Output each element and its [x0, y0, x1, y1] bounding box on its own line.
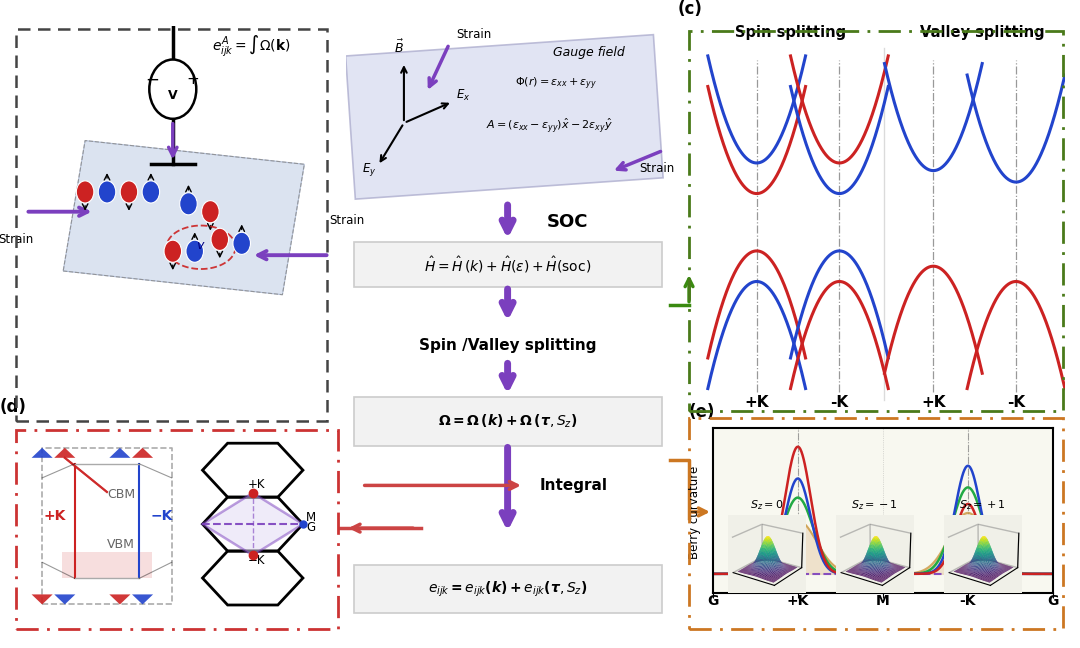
- Text: G: G: [707, 594, 718, 608]
- Text: $A = (\varepsilon_{xx}-\varepsilon_{yy})\hat{x} - 2\varepsilon_{xy}\hat{y}$: $A = (\varepsilon_{xx}-\varepsilon_{yy})…: [486, 116, 613, 135]
- Polygon shape: [54, 448, 76, 457]
- Text: $e^{A}_{ijk}= \int \Omega(\mathbf{k})$: $e^{A}_{ijk}= \int \Omega(\mathbf{k})$: [212, 33, 291, 58]
- Circle shape: [120, 181, 138, 203]
- Text: $E_x$: $E_x$: [456, 87, 470, 103]
- Text: M: M: [876, 594, 890, 608]
- Circle shape: [98, 181, 116, 203]
- Text: Integral: Integral: [540, 478, 608, 493]
- Text: Strain: Strain: [639, 162, 674, 175]
- Polygon shape: [54, 594, 76, 605]
- Text: Strain: Strain: [0, 233, 33, 246]
- Text: Gauge field: Gauge field: [553, 46, 624, 59]
- Text: −: −: [146, 70, 160, 88]
- Text: +K: +K: [786, 594, 809, 608]
- Text: -K: -K: [831, 395, 849, 410]
- Text: V: V: [168, 89, 177, 102]
- Text: Spin /Valley splitting: Spin /Valley splitting: [419, 338, 596, 353]
- Text: −K: −K: [247, 554, 266, 567]
- Text: Spin splitting: Spin splitting: [735, 25, 846, 40]
- Text: (c): (c): [678, 0, 703, 18]
- Text: VBM: VBM: [107, 538, 135, 551]
- Circle shape: [149, 60, 197, 119]
- FancyBboxPatch shape: [354, 242, 661, 288]
- Text: −K: −K: [151, 509, 173, 523]
- Circle shape: [211, 228, 229, 250]
- Text: v: v: [145, 184, 152, 197]
- FancyBboxPatch shape: [354, 564, 661, 613]
- Text: $\Phi(r) = \varepsilon_{xx} + \varepsilon_{yy}$: $\Phi(r) = \varepsilon_{xx} + \varepsilo…: [515, 76, 597, 92]
- Polygon shape: [109, 594, 131, 605]
- Polygon shape: [62, 552, 152, 579]
- Text: $E_y$: $E_y$: [362, 161, 376, 178]
- Text: Strain: Strain: [329, 214, 365, 227]
- Text: $S_z=-1$: $S_z=-1$: [851, 498, 899, 512]
- Text: SOC: SOC: [546, 213, 588, 231]
- Text: G: G: [307, 521, 315, 534]
- Text: -K: -K: [1007, 395, 1025, 410]
- Text: $\boldsymbol{\Omega = \Omega\,(k) + \Omega\,(\tau, S_z)}$: $\boldsymbol{\Omega = \Omega\,(k) + \Ome…: [437, 413, 578, 430]
- Circle shape: [179, 192, 198, 215]
- Text: Valley splitting: Valley splitting: [920, 25, 1044, 40]
- Polygon shape: [346, 35, 663, 199]
- Polygon shape: [31, 594, 53, 605]
- Circle shape: [202, 201, 219, 223]
- Circle shape: [77, 181, 94, 203]
- Circle shape: [143, 181, 160, 203]
- Text: $\vec{B}$: $\vec{B}$: [394, 39, 404, 56]
- FancyBboxPatch shape: [354, 397, 661, 446]
- Text: +K: +K: [744, 395, 769, 410]
- Text: (d): (d): [0, 398, 27, 415]
- Polygon shape: [64, 141, 305, 295]
- Polygon shape: [132, 594, 153, 605]
- Text: $S_z=0$: $S_z=0$: [751, 498, 783, 512]
- Text: (e): (e): [689, 402, 715, 421]
- Text: $\hat{H} = \hat{H}\,(k)+\hat{H}(\varepsilon)+\hat{H}(\mathrm{soc})$: $\hat{H} = \hat{H}\,(k)+\hat{H}(\varepsi…: [424, 255, 591, 275]
- Text: +: +: [187, 72, 200, 87]
- Text: Strain: Strain: [456, 28, 491, 41]
- Text: $\boldsymbol{e_{ijk} = e_{ijk}(k) + e_{ijk}(\tau, S_z)}$: $\boldsymbol{e_{ijk} = e_{ijk}(k) + e_{i…: [428, 579, 588, 599]
- Circle shape: [186, 240, 203, 262]
- Text: CBM: CBM: [107, 488, 135, 501]
- Polygon shape: [202, 493, 302, 555]
- Polygon shape: [132, 448, 153, 457]
- Text: +K: +K: [44, 509, 66, 523]
- Text: +K: +K: [921, 395, 946, 410]
- Text: -K: -K: [960, 594, 976, 608]
- Text: $S_z=+1$: $S_z=+1$: [959, 498, 1007, 512]
- Text: +K: +K: [247, 478, 266, 491]
- Circle shape: [164, 240, 181, 262]
- Text: M: M: [307, 511, 316, 524]
- Polygon shape: [31, 448, 53, 457]
- Circle shape: [233, 232, 251, 255]
- Polygon shape: [109, 448, 131, 457]
- Text: G: G: [1048, 594, 1058, 608]
- Text: Berry curvature: Berry curvature: [688, 465, 701, 559]
- Text: v: v: [197, 239, 204, 252]
